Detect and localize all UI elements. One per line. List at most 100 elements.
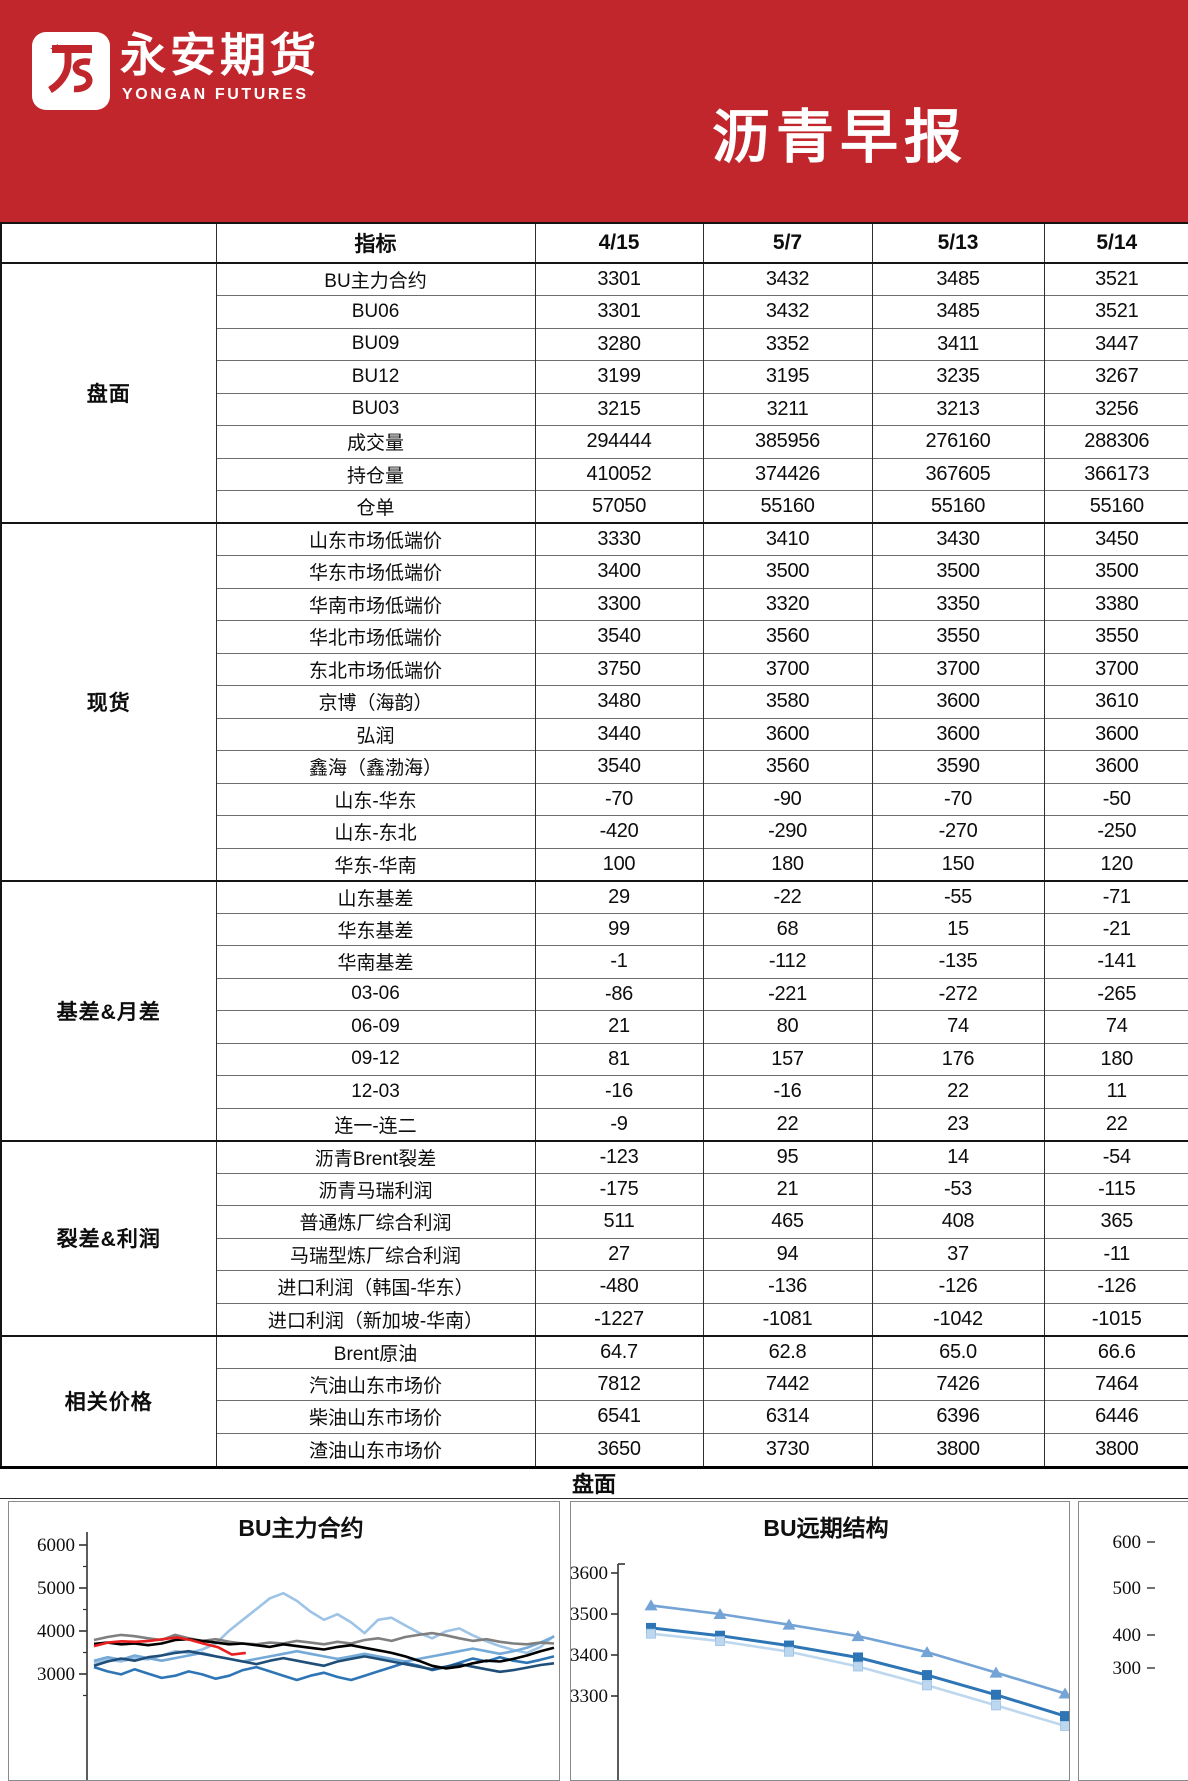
indicator-label: 山东-东北 (215, 815, 535, 848)
indicator-label: 华东市场低端价 (215, 555, 535, 588)
yongan-logo (32, 32, 110, 110)
svg-text:4000: 4000 (37, 1621, 75, 1642)
value-cell: 180 (1043, 1042, 1188, 1076)
value-cell: 3195 (702, 360, 872, 393)
value-cell: 66.6 (1043, 1334, 1188, 1368)
value-cell: -480 (534, 1270, 703, 1303)
chart-partial-right-edge: 600 500 400 300 (1078, 1500, 1188, 1781)
column-header-indicator: 指标 (215, 222, 535, 264)
column-header-date: 5/14 (1043, 222, 1188, 264)
indicator-label: 普通炼厂综合利润 (215, 1205, 535, 1238)
value-cell: -90 (702, 782, 872, 816)
value-cell: 6446 (1043, 1400, 1188, 1433)
indicator-label: 汽油山东市场价 (215, 1367, 535, 1401)
value-cell: 3600 (871, 685, 1044, 718)
svg-text:5000: 5000 (37, 1578, 75, 1599)
value-cell: 3800 (871, 1432, 1044, 1466)
indicator-label: 进口利润（新加坡-华南） (215, 1302, 535, 1336)
indicator-label: 09-12 (215, 1042, 535, 1076)
value-cell: 80 (702, 1010, 872, 1043)
indicator-label: 马瑞型炼厂综合利润 (215, 1237, 535, 1271)
column-header-date: 5/13 (871, 222, 1044, 264)
indicator-label: 华北市场低端价 (215, 620, 535, 653)
table-row: 山东-东北 -420 -290 -270 -250 (1, 815, 1188, 848)
value-cell: 65.0 (871, 1334, 1044, 1368)
value-cell: 7442 (702, 1367, 872, 1401)
value-cell: -126 (871, 1270, 1044, 1303)
value-cell: 100 (534, 847, 703, 881)
value-cell: 3521 (1043, 295, 1188, 328)
value-cell: 3580 (702, 685, 872, 718)
column-header-date: 5/7 (702, 222, 872, 264)
value-cell: 21 (534, 1010, 703, 1043)
value-cell: 3800 (1043, 1432, 1188, 1466)
indicator-label: 沥青马瑞利润 (215, 1172, 535, 1206)
value-cell: -54 (1043, 1139, 1188, 1173)
value-cell: 3235 (871, 360, 1044, 393)
row-group-label: 基差&月差 (0, 879, 216, 1141)
page-title: 沥青早报 (711, 105, 968, 170)
value-cell: -1227 (534, 1302, 703, 1336)
indicator-label: 03-06 (215, 977, 535, 1011)
value-cell: -290 (702, 815, 872, 848)
indicator-label: BU03 (215, 392, 535, 426)
value-cell: 3560 (702, 750, 872, 783)
table-row: 鑫海（鑫渤海） 3540 3560 3590 3600 (1, 750, 1188, 783)
value-cell: 3500 (702, 555, 872, 588)
chart-bu-forward-structure: BU远期结构 3600 3500 3400 3300 (570, 1500, 1070, 1781)
value-cell: 410052 (534, 457, 703, 491)
indicator-label: 鑫海（鑫渤海） (215, 750, 535, 783)
table-row: 成交量 294444 385956 276160 288306 (1, 425, 1188, 458)
value-cell: 3301 (534, 262, 703, 296)
value-cell: 3650 (534, 1432, 703, 1466)
value-cell: 95 (702, 1139, 872, 1173)
value-cell: -1 (534, 945, 703, 978)
value-cell: 62.8 (702, 1334, 872, 1368)
value-cell: 6396 (871, 1400, 1044, 1433)
indicator-label: BU主力合约 (215, 262, 535, 296)
indicator-label: 柴油山东市场价 (215, 1400, 535, 1433)
indicator-label: 仓单 (215, 490, 535, 523)
indicator-label: BU06 (215, 295, 535, 328)
indicator-label: 山东基差 (215, 879, 535, 913)
table-row: 仓单 57050 55160 55160 55160 (1, 490, 1188, 523)
indicator-label: 持仓量 (215, 457, 535, 491)
value-cell: 3700 (702, 652, 872, 686)
value-cell: 68 (702, 912, 872, 946)
value-cell: 385956 (702, 425, 872, 458)
indicator-label: 渣油山东市场价 (215, 1432, 535, 1466)
table-row: 华南基差 -1 -112 -135 -141 (1, 945, 1188, 978)
value-cell: -50 (1043, 782, 1188, 816)
value-cell: 3485 (871, 262, 1044, 296)
value-cell: 3560 (702, 620, 872, 653)
value-cell: 3280 (534, 327, 703, 361)
value-cell: 55160 (1043, 490, 1188, 523)
svg-text:3000: 3000 (37, 1664, 75, 1685)
value-cell: -175 (534, 1172, 703, 1206)
asphalt-data-table: 指标 4/15 5/7 5/13 5/14 盘面 BU主力合约 3301 3432 3485 352… (0, 222, 1188, 1466)
svg-text:3500: 3500 (571, 1604, 608, 1625)
value-cell: 3600 (871, 717, 1044, 751)
indicator-label: 成交量 (215, 425, 535, 458)
value-cell: 3500 (871, 555, 1044, 588)
value-cell: 3267 (1043, 360, 1188, 393)
indicator-label: 沥青Brent裂差 (215, 1139, 535, 1173)
table-row: 现货 山东市场低端价 3330 3410 3430 3450 (0, 522, 1188, 881)
value-cell: 94 (702, 1237, 872, 1271)
value-cell: 23 (871, 1107, 1044, 1141)
value-cell: 511 (534, 1205, 703, 1238)
value-cell: -9 (534, 1107, 703, 1141)
svg-text:600: 600 (1113, 1532, 1142, 1553)
value-cell: 55160 (871, 490, 1044, 523)
indicator-label: 京博（海韵） (215, 685, 535, 718)
value-cell: 22 (702, 1107, 872, 1141)
value-cell: 3300 (534, 587, 703, 621)
value-cell: -1015 (1043, 1302, 1188, 1336)
row-group-label: 盘面 (0, 262, 216, 523)
indicator-label: BU12 (215, 360, 535, 393)
value-cell: 3700 (871, 652, 1044, 686)
table-row: 持仓量 410052 374426 367605 366173 (1, 457, 1188, 491)
value-cell: 294444 (534, 425, 703, 458)
value-cell: -86 (534, 977, 703, 1011)
value-cell: 14 (871, 1139, 1044, 1173)
